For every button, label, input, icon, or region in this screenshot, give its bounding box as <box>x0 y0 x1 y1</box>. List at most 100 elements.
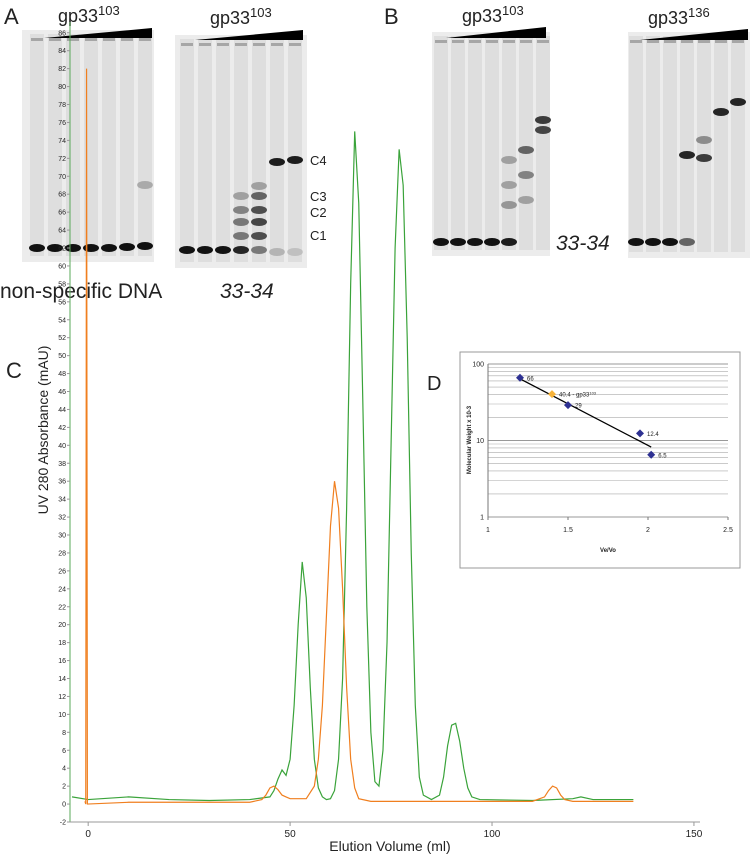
gel-well <box>469 40 481 43</box>
y-tick-label: 100 <box>472 362 484 369</box>
trendline <box>519 378 652 448</box>
gel-band <box>251 182 267 190</box>
data-point <box>548 390 556 399</box>
panel-label: D <box>427 373 441 395</box>
y-tick-label: 30 <box>58 533 66 540</box>
concentration-wedge <box>640 29 748 40</box>
gel-images <box>22 30 750 268</box>
y-tick-label: 46 <box>58 389 66 396</box>
gel-band <box>518 171 534 179</box>
x-tick-label: 0 <box>85 829 91 840</box>
gel-band <box>450 238 466 246</box>
gel-caption: 33-34 <box>220 280 274 303</box>
gel-background <box>432 32 550 256</box>
gel-lane <box>519 36 533 250</box>
data-point <box>564 401 572 410</box>
gel-well <box>289 43 301 46</box>
y-tick-label: 64 <box>58 228 66 235</box>
x-tick-label: 2 <box>646 527 650 534</box>
concentration-wedge <box>44 28 152 38</box>
gel-well <box>271 43 283 46</box>
gel-well <box>503 40 515 43</box>
y-tick-label: 6 <box>62 748 66 755</box>
y-tick-label: 16 <box>58 658 66 665</box>
gel-lane <box>102 34 116 256</box>
gel-band <box>696 154 712 162</box>
y-tick-label: 14 <box>58 676 66 683</box>
gel-band <box>251 232 267 240</box>
gel-title: gp33103 <box>58 3 120 26</box>
gel-lane <box>84 34 98 256</box>
gel-background <box>22 30 154 262</box>
y-axis-label: Molecular Weight x 10-3 <box>467 405 473 474</box>
x-tick-label: 2.5 <box>723 527 733 534</box>
x-tick-label: 150 <box>686 829 703 840</box>
gel-lane <box>663 36 677 252</box>
gel-lane <box>216 39 230 262</box>
gel-lane <box>198 39 212 262</box>
calibration-plot: 1 10 100 1 1.5 2 2.5 Ve/Vo Molecular Weight x 10… <box>467 362 733 555</box>
gel-lane <box>536 36 550 250</box>
gel-lane <box>252 39 266 262</box>
y-tick-label: 40 <box>58 443 66 450</box>
gel-lane <box>30 34 44 256</box>
gel-well <box>253 43 265 46</box>
y-tick-label: 78 <box>58 102 66 109</box>
point-label: 66 <box>527 376 534 382</box>
gel-well <box>681 40 693 43</box>
gel-well <box>235 43 247 46</box>
gel-band <box>518 146 534 154</box>
gel-band <box>137 242 153 250</box>
complex-label: C3 <box>310 189 327 204</box>
x-tick-label: 50 <box>285 829 297 840</box>
point-label: 12.4 <box>647 432 659 438</box>
gel-band <box>679 238 695 246</box>
gel-well <box>520 40 532 43</box>
y-tick-label: 28 <box>58 550 66 557</box>
gel-band <box>233 246 249 254</box>
series-line <box>71 131 634 802</box>
gel-well <box>199 43 211 46</box>
gel-lane <box>485 36 499 250</box>
construct: 103 <box>502 3 524 18</box>
y-tick-label: 72 <box>58 156 66 163</box>
gel-lane <box>180 39 194 262</box>
gel-lane <box>714 36 728 252</box>
y-tick-label: 2 <box>62 784 66 791</box>
gel-band <box>287 156 303 164</box>
gel-band <box>713 108 729 116</box>
panel-label: B <box>384 4 399 29</box>
gel-band <box>101 244 117 252</box>
data-point <box>647 450 656 459</box>
gel-lane <box>731 36 745 252</box>
gel-background <box>175 35 307 268</box>
gel-band <box>83 244 99 252</box>
gel-band <box>119 243 135 251</box>
gel-band <box>251 192 267 200</box>
y-tick-label: 44 <box>58 407 66 414</box>
gel-caption: 33-34 <box>556 232 610 255</box>
gel-band <box>233 206 249 214</box>
gel-lane <box>270 39 284 262</box>
y-tick-label: 38 <box>58 461 66 468</box>
gel-well <box>181 43 193 46</box>
gel-lane <box>434 36 448 250</box>
gel-band <box>251 218 267 226</box>
gel-well <box>664 40 676 43</box>
gel-lane <box>451 36 465 250</box>
gel-well <box>698 40 710 43</box>
gel-well <box>486 40 498 43</box>
gel-band <box>215 246 231 254</box>
point-label: 40.4 - gp33103 <box>559 391 597 399</box>
gel-lane <box>66 34 80 256</box>
gel-band <box>233 192 249 200</box>
y-tick-label: 18 <box>58 640 66 647</box>
gel-lane <box>680 36 694 252</box>
y-tick-label: 42 <box>58 425 66 432</box>
complex-label: C4 <box>310 153 327 168</box>
y-tick-label: 22 <box>58 604 66 611</box>
gel-band <box>679 151 695 159</box>
gel-well <box>103 38 115 41</box>
label-text: 40.4 - gp33 <box>559 393 590 399</box>
